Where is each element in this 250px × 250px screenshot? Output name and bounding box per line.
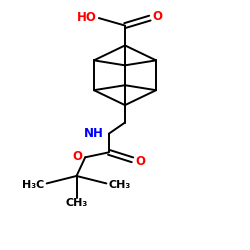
Text: HO: HO	[76, 11, 96, 24]
Text: CH₃: CH₃	[66, 198, 88, 208]
Text: CH₃: CH₃	[109, 180, 131, 190]
Text: O: O	[73, 150, 83, 162]
Text: O: O	[136, 155, 145, 168]
Text: H₃C: H₃C	[22, 180, 44, 190]
Text: O: O	[153, 10, 163, 23]
Text: NH: NH	[84, 127, 104, 140]
